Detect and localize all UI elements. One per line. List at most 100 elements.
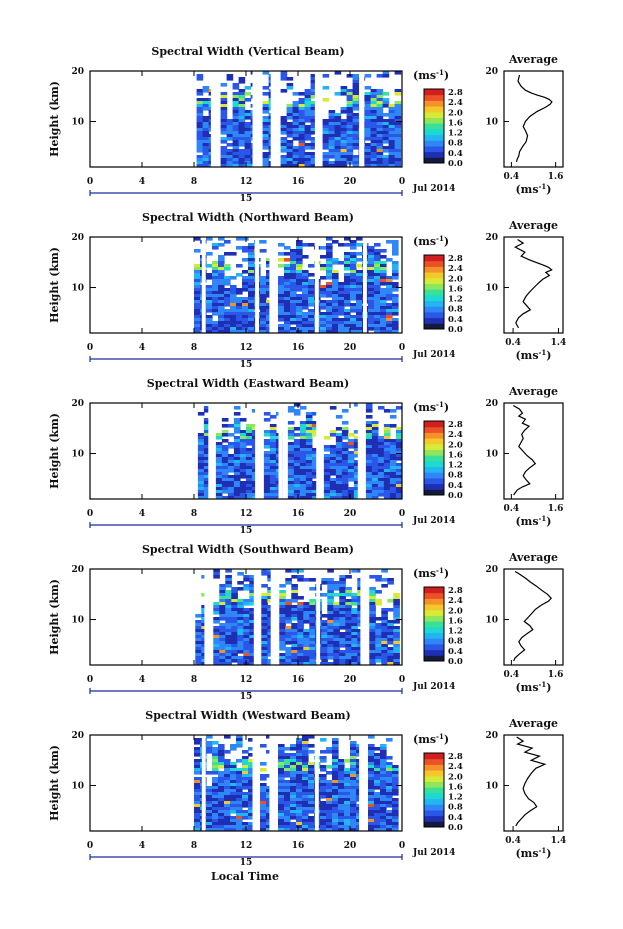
heatmap-cell [226,158,234,162]
heatmap-cell [386,321,393,325]
heatmap-cell [230,303,237,307]
heatmap-cell [266,822,273,826]
heatmap-cell [377,457,385,461]
heatmap-cell [224,321,231,325]
heatmap-cell [380,819,387,823]
heatmap-cell [322,128,330,132]
heatmap-cell [376,125,384,129]
heatmap-cell [352,131,360,135]
heatmap-cell [339,662,346,665]
colorbar-swatch [424,438,444,445]
heatmap-cell [197,469,205,473]
heatmap-cell [202,128,210,132]
data-gap [269,735,274,831]
heatmap-cell [195,656,202,660]
heatmap-cell [296,762,303,766]
heatmap-cell [395,466,402,470]
heatmap-cell [332,258,339,262]
heatmap-cell [232,155,240,159]
heatmap-cell [236,291,243,295]
heatmap-cell [244,158,252,162]
heatmap-cell [220,95,228,99]
heatmap-cell [321,638,328,642]
heatmap-cell [218,264,225,268]
heatmap-cell [219,602,226,606]
colorbar-tick-label: 0.4 [448,315,463,325]
heatmap-cell [239,490,247,494]
heatmap-cell [244,137,252,141]
heatmap-cell [387,629,394,633]
heatmap-cell [394,146,402,150]
heatmap-cell [215,451,223,455]
heatmap-cell [302,276,309,280]
heatmap-cell [243,638,250,642]
y-tick-label: 10 [71,782,84,792]
heatmap-cell [284,258,291,262]
average-x-label-close: ) [546,515,551,528]
heatmap-cell [299,421,307,425]
heatmap-cell [237,623,244,627]
heatmap-cell [394,131,402,135]
heatmap-cell [293,409,301,413]
heatmap-cell [344,798,351,802]
heatmap-cell [326,765,333,769]
heatmap-cell [302,324,309,328]
heatmap-cell [308,795,315,799]
heatmap-cell [305,451,313,455]
heatmap-cell [290,801,297,805]
heatmap-cell [224,309,231,313]
heatmap-cell [194,828,201,831]
heatmap-cell [297,617,304,621]
colorbar-tick-label: 0.0 [448,823,463,833]
heatmap-cell [220,113,228,117]
heatmap-cell [261,620,268,624]
heatmap-cell [365,490,373,494]
heatmap-cell [326,819,333,823]
heatmap-cell [285,647,292,651]
colorbar-frame [423,254,445,330]
heatmap-cell [194,819,201,823]
heatmap-cell [218,771,225,775]
heatmap-cell [329,406,337,410]
heatmap-cell [202,119,210,123]
heatmap-cell [197,451,205,455]
heatmap-cell [239,484,247,488]
heatmap-cell [350,813,357,817]
heatmap-cell [350,810,357,814]
colorbar-swatch [424,117,444,124]
average-y-tick-label: 20 [485,233,498,243]
heatmap-cell [370,104,378,108]
average-y-tick-label: 10 [485,782,498,792]
heatmap-cell [284,321,291,325]
heatmap-cell [376,146,384,150]
heatmap-cell [242,312,249,316]
heatmap-cell [243,629,250,633]
colorbar-tick-label: 2.8 [448,420,463,430]
heatmap-cell [344,282,351,286]
heatmap-cell [344,822,351,826]
heatmap-cell [296,771,303,775]
heatmap-cell [299,478,307,482]
heatmap-cell [328,134,336,138]
heatmap-cell [269,427,277,431]
heatmap-cell [374,822,381,826]
heatmap-cell [233,430,241,434]
heatmap-cell [309,644,316,648]
heatmap-cell [293,442,301,446]
heatmap-cell [291,614,298,618]
colorbar-tick-label: 1.2 [448,793,463,803]
heatmap-cell [263,484,271,488]
heatmap-cell [296,780,303,784]
heatmap-cell [248,264,255,268]
heatmap-cell [287,445,295,449]
heatmap-cell [212,741,219,745]
heatmap-cell [290,321,297,325]
heatmap-cell [350,771,357,775]
heatmap-cell [327,614,334,618]
heatmap-cell [290,300,297,304]
heatmap-cell [225,638,232,642]
heatmap-cell [194,237,201,241]
heatmap-cell [302,318,309,322]
heatmap-cell [368,780,375,784]
heatmap-cell [377,454,385,458]
